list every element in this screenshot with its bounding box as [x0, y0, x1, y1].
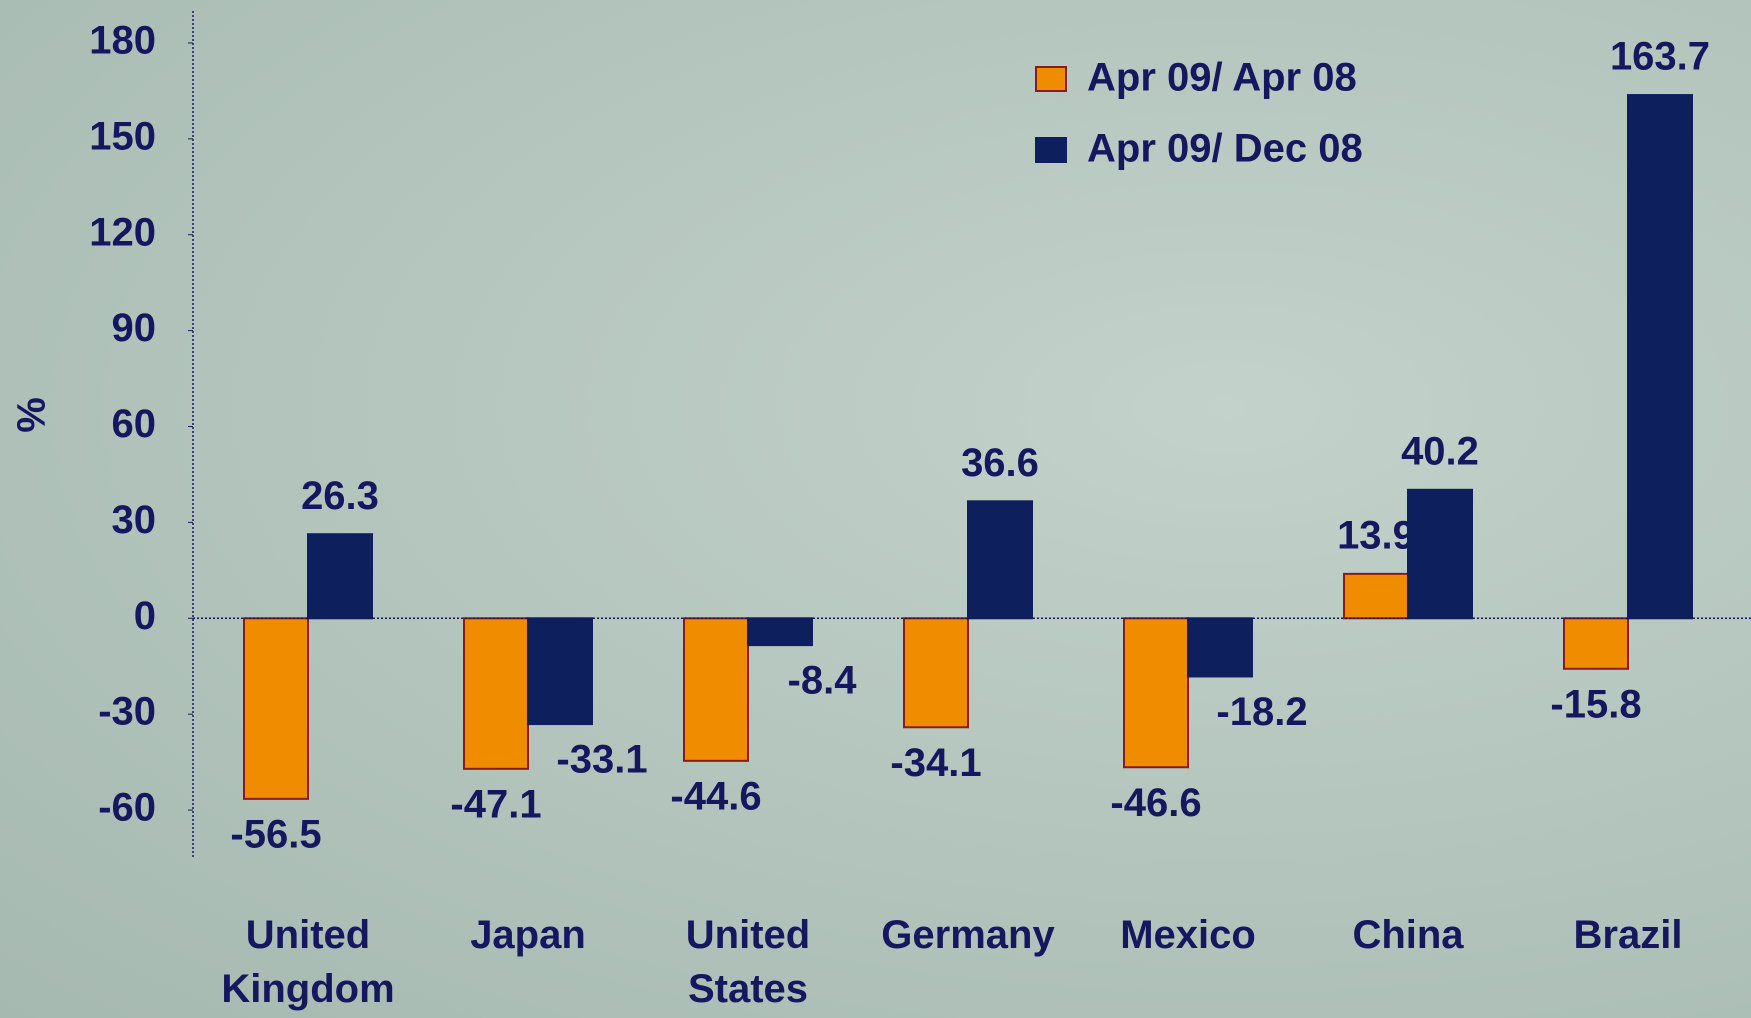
x-tick-label: Brazil	[1573, 913, 1683, 957]
data-label: -46.6	[1110, 781, 1201, 825]
y-tick-label: 0	[134, 594, 156, 638]
bar	[463, 617, 529, 770]
data-label: -33.1	[556, 738, 647, 782]
x-tick-label: China	[1352, 913, 1464, 957]
data-label: -15.8	[1550, 682, 1641, 726]
bar	[1187, 617, 1253, 678]
bar	[683, 617, 749, 762]
data-label: 36.6	[961, 441, 1039, 485]
legend-swatch	[1035, 66, 1067, 92]
data-label: 13.9	[1337, 513, 1415, 557]
bar	[1343, 572, 1409, 620]
bar	[747, 617, 813, 647]
bar	[1123, 617, 1189, 769]
data-label: -44.6	[670, 774, 761, 818]
y-tick-label: 180	[89, 19, 156, 63]
bar	[1627, 94, 1693, 620]
y-axis-label: %	[10, 397, 54, 433]
data-label: -56.5	[230, 812, 321, 856]
y-tick-label: 120	[89, 210, 156, 254]
x-tick-label: Mexico	[1120, 913, 1256, 957]
y-tick-label: 90	[112, 306, 157, 350]
bar	[527, 617, 593, 726]
legend-label: Apr 09/ Dec 08	[1087, 127, 1363, 171]
bar	[1407, 488, 1473, 620]
data-label: 26.3	[301, 474, 379, 518]
data-label: 40.2	[1401, 429, 1479, 473]
y-tick-label: -60	[98, 786, 156, 830]
x-tick-label: United Kingdom	[221, 913, 395, 1011]
bar	[967, 500, 1033, 620]
bar	[243, 617, 309, 800]
x-tick-label: United States	[685, 913, 811, 1011]
data-label: 163.7	[1610, 35, 1710, 79]
y-tick-label: 30	[112, 498, 157, 542]
data-label: -47.1	[450, 782, 541, 826]
x-tick-label: Germany	[881, 913, 1055, 957]
bar	[1563, 617, 1629, 670]
data-label: -18.2	[1216, 690, 1307, 734]
data-label: -8.4	[788, 659, 858, 703]
data-label: -34.1	[890, 741, 981, 785]
y-tick-label: 60	[112, 402, 157, 446]
legend-label: Apr 09/ Apr 08	[1087, 56, 1357, 100]
x-tick-label: Japan	[470, 913, 586, 957]
y-tick-label: -30	[98, 690, 156, 734]
y-tick-label: 150	[89, 114, 156, 158]
legend-swatch	[1035, 137, 1067, 163]
bar	[903, 617, 969, 729]
bar	[307, 533, 373, 620]
